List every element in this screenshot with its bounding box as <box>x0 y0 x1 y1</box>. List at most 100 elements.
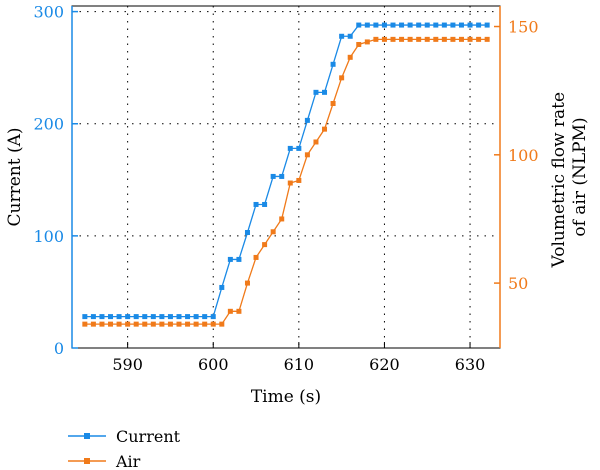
series-line-current <box>84 24 488 318</box>
bottom-axis: 590 600 610 620 630 <box>112 342 485 374</box>
data-point-current <box>399 22 405 28</box>
data-point-air <box>167 321 173 327</box>
data-point-air <box>219 321 225 327</box>
data-point-air <box>287 180 293 186</box>
data-point-air <box>108 321 114 327</box>
data-point-current <box>236 256 242 262</box>
data-point-current <box>313 89 319 95</box>
left-axis-tick-label: 0 <box>54 339 64 358</box>
x-axis-tick-label: 590 <box>112 355 143 374</box>
data-point-air <box>381 36 387 42</box>
right-axis-tick-label: 50 <box>508 274 528 293</box>
legend-label-current: Current <box>116 427 181 446</box>
data-point-current <box>484 22 490 28</box>
data-point-air <box>347 54 353 60</box>
data-point-air <box>99 321 105 327</box>
data-point-current <box>159 314 165 320</box>
grid <box>72 6 500 349</box>
data-point-current <box>202 314 208 320</box>
data-point-current <box>390 22 396 28</box>
data-point-air <box>322 126 328 132</box>
data-point-air <box>142 321 148 327</box>
data-point-current <box>193 314 199 320</box>
data-point-current <box>262 201 268 207</box>
data-point-current <box>330 61 336 67</box>
series-current <box>82 22 490 320</box>
data-point-air <box>450 36 456 42</box>
data-point-current <box>373 22 379 28</box>
data-point-air <box>244 280 250 286</box>
data-point-current <box>296 145 302 151</box>
data-point-current <box>99 314 105 320</box>
data-point-air <box>476 36 482 42</box>
data-point-air <box>416 36 422 42</box>
data-point-current <box>116 314 122 320</box>
data-point-current <box>467 22 473 28</box>
data-point-air <box>270 229 276 235</box>
left-y-axis-label: Current (A) <box>5 128 25 227</box>
data-point-air <box>262 242 268 248</box>
data-point-current <box>108 314 114 320</box>
left-axis-tick-label: 100 <box>33 227 64 246</box>
data-point-air <box>467 36 473 42</box>
data-point-current <box>253 201 259 207</box>
data-point-air <box>433 36 439 42</box>
legend-marker-current <box>84 433 90 439</box>
data-point-current <box>381 22 387 28</box>
data-point-current <box>270 173 276 179</box>
data-point-air <box>313 139 319 145</box>
data-point-current <box>287 145 293 151</box>
data-point-current <box>142 314 148 320</box>
data-point-air <box>90 321 96 327</box>
right-axis-tick-label: 100 <box>508 146 539 165</box>
data-point-air <box>116 321 122 327</box>
left-axis-tick-label: 300 <box>33 3 64 22</box>
data-point-air <box>399 36 405 42</box>
data-point-air <box>176 321 182 327</box>
data-point-air <box>227 308 233 314</box>
data-point-current <box>244 230 250 236</box>
data-point-air <box>339 75 345 81</box>
data-point-air <box>150 321 156 327</box>
data-point-current <box>407 22 413 28</box>
data-point-air <box>159 321 165 327</box>
data-point-current <box>150 314 156 320</box>
data-point-current <box>476 22 482 28</box>
series-line-air <box>84 38 488 325</box>
left-axis-tick-label: 200 <box>33 115 64 134</box>
right-axis: 50 100 150 <box>494 6 539 348</box>
data-point-air <box>82 321 88 327</box>
data-point-current <box>347 33 353 39</box>
data-point-current <box>125 314 131 320</box>
data-point-air <box>373 36 379 42</box>
data-point-current <box>210 314 216 320</box>
data-point-air <box>253 254 259 260</box>
left-axis: 0 100 200 300 <box>33 3 78 358</box>
data-point-current <box>441 22 447 28</box>
data-point-current <box>339 33 345 39</box>
data-point-current <box>185 314 191 320</box>
data-point-air <box>484 36 490 42</box>
x-axis-tick-label: 610 <box>284 355 315 374</box>
series-air <box>82 36 490 327</box>
right-y-axis-label-line-1: Volumetric flow rate <box>549 92 569 269</box>
legend: Current Air <box>68 427 181 470</box>
legend-item-air: Air <box>68 452 141 470</box>
data-point-air <box>210 321 216 327</box>
data-point-air <box>193 321 199 327</box>
data-point-air <box>236 308 242 314</box>
series-layer <box>82 22 490 327</box>
data-point-air <box>441 36 447 42</box>
legend-item-current: Current <box>68 427 181 446</box>
data-point-air <box>133 321 139 327</box>
data-point-current <box>279 173 285 179</box>
data-point-current <box>424 22 430 28</box>
data-point-current <box>82 314 88 320</box>
data-point-air <box>202 321 208 327</box>
data-point-air <box>364 39 370 45</box>
right-y-axis-label: Volumetric flow rate of air (NLPM) <box>549 87 590 269</box>
x-axis-tick-label: 630 <box>455 355 486 374</box>
legend-marker-air <box>84 458 90 464</box>
x-axis-tick-label: 600 <box>198 355 229 374</box>
